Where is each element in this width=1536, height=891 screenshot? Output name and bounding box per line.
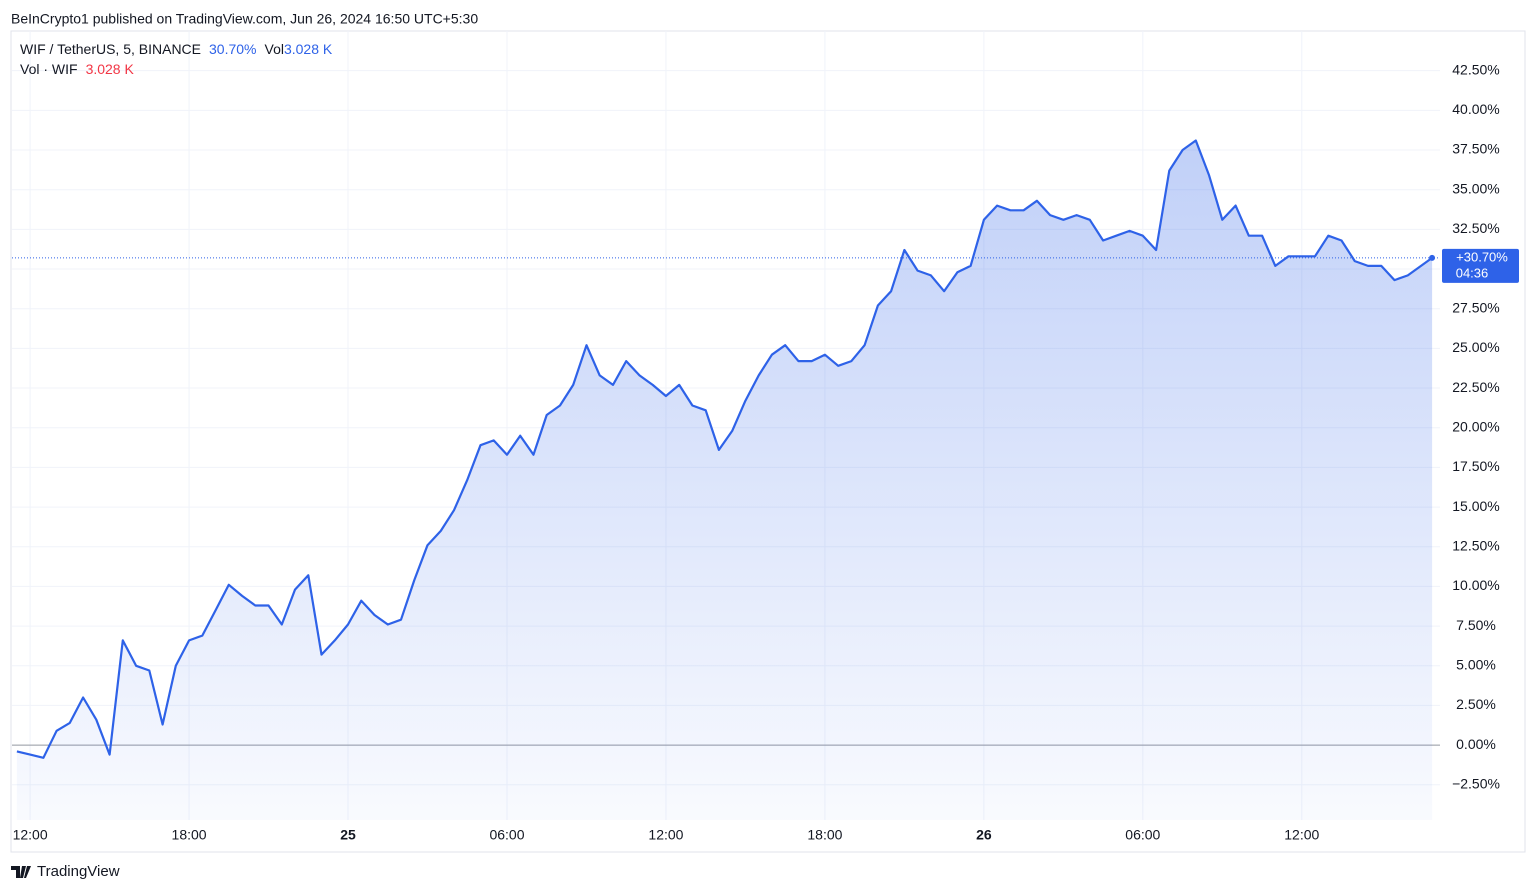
y-tick-label: 15.00%	[1452, 498, 1499, 514]
brand: TradingView	[37, 863, 120, 880]
x-tick-label: 06:00	[489, 827, 524, 843]
vol-label: Vol	[265, 41, 284, 57]
y-tick-label: 42.50%	[1452, 61, 1499, 77]
y-tick-label: 7.50%	[1456, 617, 1496, 633]
price-line	[16, 139, 1433, 759]
y-tick-label: 20.00%	[1452, 418, 1499, 434]
y-tick-label: 40.00%	[1452, 101, 1499, 117]
y-tick-label: −2.50%	[1452, 775, 1500, 791]
vol-legend: Vol · WIF 3.028 K	[20, 61, 134, 77]
vol-pane: Vol · WIF	[20, 61, 78, 77]
y-tick-label: 37.50%	[1452, 141, 1499, 157]
area-fill	[16, 140, 1433, 820]
y-tick-label: 32.50%	[1452, 220, 1499, 236]
y-tick-label: 22.50%	[1452, 379, 1499, 395]
y-tick-label: 12.50%	[1452, 537, 1499, 553]
x-tick-label: 12:00	[1284, 827, 1319, 843]
y-tick-label: 0.00%	[1456, 736, 1496, 752]
legend: WIF / TetherUS, 5, BINANCE 30.70% Vol3.028…	[20, 41, 333, 57]
brand-logo	[11, 866, 31, 878]
y-tick-label: 5.00%	[1456, 656, 1496, 672]
x-tick-label: 12:00	[13, 827, 48, 843]
y-tick-label: 17.50%	[1452, 458, 1499, 474]
last-point	[1429, 254, 1436, 261]
x-tick-label: 18:00	[807, 827, 842, 843]
vol-value: 3.028 K	[284, 41, 333, 57]
x-tick-label: 12:00	[648, 827, 683, 843]
published-note: BeInCrypto1 published on TradingView.com…	[11, 11, 478, 27]
x-tick-label: 06:00	[1125, 827, 1160, 843]
x-tick-label: 18:00	[172, 827, 207, 843]
x-tick-label: 25	[340, 827, 356, 843]
x-tick-label: 26	[976, 827, 992, 843]
price-badge-label: +30.70%	[1456, 249, 1508, 264]
change: 30.70%	[209, 41, 256, 57]
symbol: WIF / TetherUS, 5, BINANCE	[20, 41, 201, 57]
y-tick-label: 27.50%	[1452, 299, 1499, 315]
countdown: 04:36	[1456, 265, 1489, 280]
price-badge	[1442, 248, 1519, 283]
plot	[12, 139, 1440, 820]
y-tick-label: 10.00%	[1452, 577, 1499, 593]
chart-frame	[10, 30, 1526, 853]
y-tick-label: 35.00%	[1452, 180, 1499, 196]
y-tick-label: 2.50%	[1456, 696, 1496, 712]
vol-pane-value: 3.028 K	[86, 61, 135, 77]
y-tick-label: 25.00%	[1452, 339, 1499, 355]
